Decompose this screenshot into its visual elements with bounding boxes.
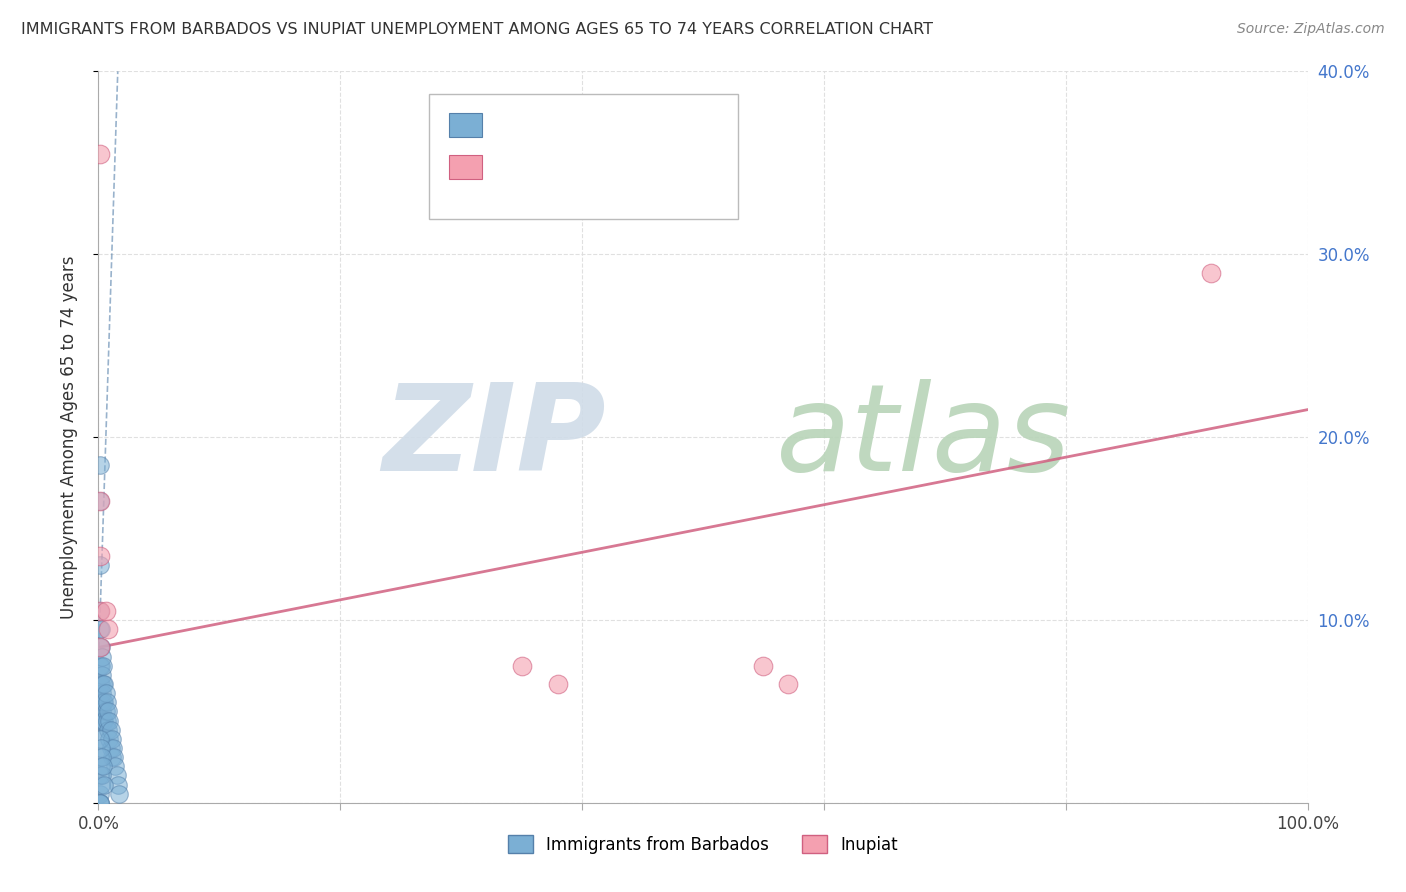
Point bbox=[93, 778, 115, 792]
Text: 0.155: 0.155 bbox=[523, 114, 579, 132]
Y-axis label: Unemployment Among Ages 65 to 74 years: Unemployment Among Ages 65 to 74 years bbox=[59, 255, 77, 619]
Point bbox=[91, 759, 114, 773]
Point bbox=[100, 731, 122, 746]
Point bbox=[89, 787, 111, 801]
Point bbox=[89, 677, 111, 691]
Point bbox=[1199, 266, 1222, 280]
Point bbox=[90, 759, 112, 773]
Point bbox=[97, 723, 120, 737]
Point bbox=[97, 705, 120, 719]
Point bbox=[89, 714, 111, 728]
Point bbox=[91, 686, 114, 700]
Point bbox=[94, 705, 117, 719]
Point bbox=[91, 695, 114, 709]
Point bbox=[89, 658, 111, 673]
Point bbox=[100, 740, 122, 755]
Point bbox=[101, 740, 124, 755]
Text: R =: R = bbox=[489, 114, 529, 132]
Point bbox=[93, 695, 115, 709]
Point bbox=[89, 558, 111, 573]
Text: N =: N = bbox=[569, 156, 621, 174]
Point bbox=[91, 705, 114, 719]
Legend: Immigrants from Barbados, Inupiat: Immigrants from Barbados, Inupiat bbox=[501, 829, 905, 860]
Point bbox=[90, 695, 112, 709]
Text: atlas: atlas bbox=[776, 378, 1071, 496]
Point bbox=[89, 796, 111, 810]
Point bbox=[107, 778, 129, 792]
Point bbox=[103, 750, 125, 764]
Text: 69: 69 bbox=[612, 114, 637, 132]
Point bbox=[96, 714, 118, 728]
Point bbox=[510, 658, 533, 673]
Point bbox=[91, 677, 114, 691]
Point bbox=[89, 731, 111, 746]
Point bbox=[90, 714, 112, 728]
Point bbox=[89, 622, 111, 636]
Point bbox=[93, 677, 115, 691]
Text: Source: ZipAtlas.com: Source: ZipAtlas.com bbox=[1237, 22, 1385, 37]
Point bbox=[104, 759, 127, 773]
Point bbox=[89, 494, 111, 508]
Point bbox=[547, 677, 569, 691]
Point bbox=[752, 658, 775, 673]
Point bbox=[89, 640, 111, 655]
Text: 0.352: 0.352 bbox=[523, 156, 579, 174]
Point bbox=[91, 649, 114, 664]
Point bbox=[90, 778, 112, 792]
Point bbox=[91, 714, 114, 728]
Point bbox=[108, 787, 131, 801]
Text: IMMIGRANTS FROM BARBADOS VS INUPIAT UNEMPLOYMENT AMONG AGES 65 TO 74 YEARS CORRE: IMMIGRANTS FROM BARBADOS VS INUPIAT UNEM… bbox=[21, 22, 934, 37]
Text: R =: R = bbox=[489, 156, 529, 174]
Point bbox=[90, 640, 112, 655]
Point bbox=[100, 750, 122, 764]
Point bbox=[98, 714, 121, 728]
Point bbox=[90, 622, 112, 636]
Point bbox=[91, 750, 114, 764]
Point bbox=[89, 549, 111, 563]
Point bbox=[89, 750, 111, 764]
Point bbox=[89, 695, 111, 709]
Point bbox=[776, 677, 799, 691]
Point bbox=[97, 622, 120, 636]
Point bbox=[90, 731, 112, 746]
Point bbox=[91, 667, 114, 681]
Point bbox=[94, 686, 117, 700]
Text: 15: 15 bbox=[612, 156, 637, 174]
Point bbox=[89, 796, 111, 810]
Point bbox=[90, 740, 112, 755]
Point bbox=[89, 604, 111, 618]
Point bbox=[89, 604, 111, 618]
Point bbox=[89, 796, 111, 810]
Point bbox=[89, 768, 111, 782]
Text: N =: N = bbox=[569, 114, 621, 132]
Point bbox=[105, 768, 128, 782]
Point bbox=[89, 146, 111, 161]
Point bbox=[89, 640, 111, 655]
Point bbox=[94, 604, 117, 618]
Point bbox=[91, 658, 114, 673]
Point bbox=[90, 677, 112, 691]
Point bbox=[89, 458, 111, 472]
Point bbox=[90, 658, 112, 673]
Point bbox=[93, 714, 115, 728]
Point bbox=[96, 695, 118, 709]
Point bbox=[100, 723, 122, 737]
Point bbox=[89, 494, 111, 508]
Point bbox=[91, 768, 114, 782]
Point bbox=[98, 731, 121, 746]
Text: ZIP: ZIP bbox=[382, 378, 606, 496]
